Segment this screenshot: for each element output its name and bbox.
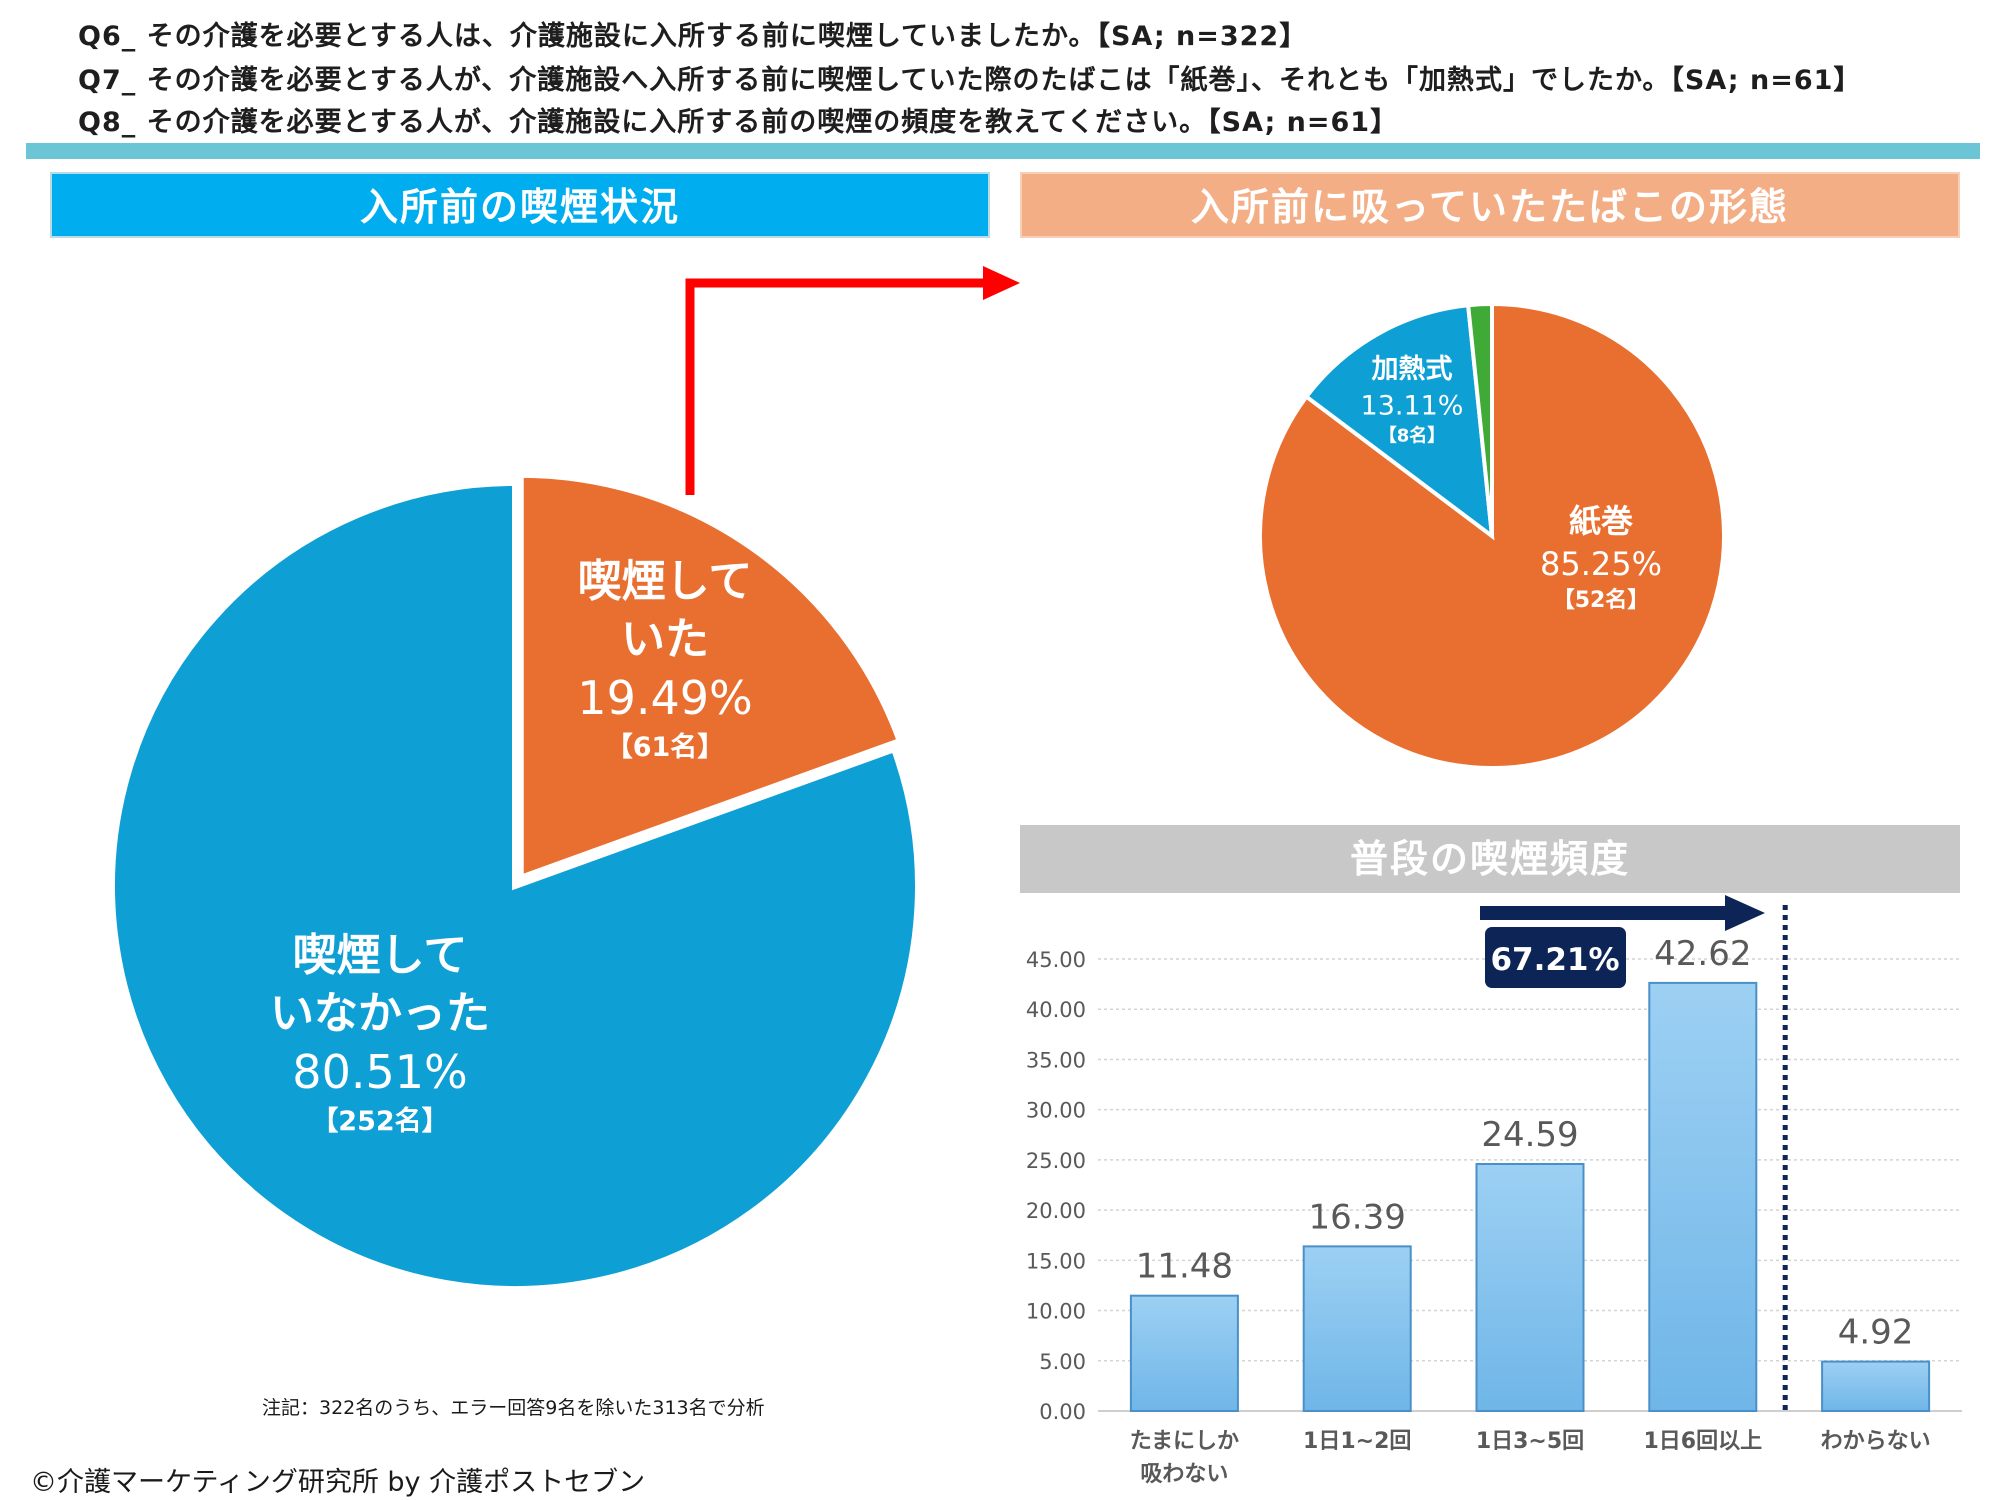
pie2-slice-1 (1303, 303, 1495, 541)
bar-y-tick: 30.00 (1026, 1099, 1086, 1123)
bar-y-tick: 15.00 (1026, 1249, 1086, 1273)
bar-4 (1821, 1360, 1931, 1412)
bar-value-label-1: 16.39 (1309, 1197, 1406, 1237)
bar-y-tick: 40.00 (1026, 998, 1086, 1022)
bar-value-label-2: 24.59 (1481, 1115, 1578, 1155)
bar-value-label-4: 4.92 (1838, 1313, 1914, 1353)
pie2-slice-0 (1258, 301, 1726, 770)
header-smoking-frequency: 普段の喫煙頻度 (1020, 825, 1960, 893)
connector-arrow-head (983, 266, 1020, 300)
pie2-count-0: 【52名】 (1553, 587, 1650, 613)
bar-y-tick: 0.00 (1039, 1400, 1086, 1424)
bar-1 (1302, 1245, 1412, 1413)
bar-y-tick: 25.00 (1026, 1149, 1086, 1173)
bar-y-tick: 35.00 (1026, 1048, 1086, 1072)
pie1-slice-1 (109, 479, 921, 1292)
pie2-label-0: 紙巻 (1569, 502, 1633, 540)
pie1-count-1: 【252名】 (311, 1105, 448, 1137)
bar-chart-frequency: 0.00 5.00 10.00 15.00 20.00 25.00 30.00 35.00 40… (1026, 895, 1962, 1487)
callout-label: 67.21% (1490, 942, 1619, 978)
pie-tobacco-type: 紙巻 85.25% 【52名】 加熱式 13.11% 【8名】 (1258, 301, 1726, 770)
footnote: 注記：322名のうち、エラー回答9名を除いた313名で分析 (262, 1397, 765, 1419)
callout-box (1485, 927, 1626, 988)
question-q6: Q6_ その介護を必要とする人は、介護施設に入所する前に喫煙していましたか。【S… (78, 21, 1308, 52)
top-divider (26, 143, 1980, 159)
pie2-percent-1: 13.11% (1361, 390, 1464, 421)
copyright: ©介護マーケティング研究所 by 介護ポストセブン (30, 1467, 646, 1498)
header-tobacco-type: 入所前に吸っていたたばこの形態 (1020, 172, 1960, 238)
pie1-percent-1: 80.51% (292, 1045, 467, 1099)
bar-category-label-4: わからない (1821, 1429, 1931, 1454)
callout-arrow-head (1725, 895, 1765, 931)
bar-category-label-0: たまにしか (1130, 1429, 1239, 1454)
bar-y-tick: 45.00 (1026, 948, 1086, 972)
bar-category-label-2: 1日3~5回 (1476, 1429, 1584, 1454)
bar-category-label-0: 吸わない (1140, 1462, 1228, 1487)
question-q7: Q7_ その介護を必要とする人が、介護施設へ入所する前に喫煙していた際のたばこは… (78, 65, 1862, 96)
pie1-label-0-0: 喫煙して (578, 556, 753, 607)
header-smoking-status: 入所前の喫煙状況 (50, 172, 990, 238)
bar-value-label-0: 11.48 (1136, 1247, 1233, 1287)
pie1-label-1-0: 喫煙して (293, 930, 468, 981)
pie2-label-1: 加熱式 (1372, 354, 1453, 385)
question-q8: Q8_ その介護を必要とする人が、介護施設に入所する前の喫煙の頻度を教えてくださ… (78, 107, 1399, 138)
bar-category-label-1: 1日1~2回 (1303, 1429, 1411, 1454)
pie1-label-1-1: いなかった (270, 988, 490, 1039)
pie1-count-0: 【61名】 (606, 731, 725, 763)
bar-3 (1648, 981, 1758, 1412)
bar-y-tick: 5.00 (1039, 1350, 1086, 1374)
pie1-slice-0 (517, 471, 904, 883)
pie2-percent-0: 85.25% (1540, 545, 1662, 583)
bar-value-label-3: 42.62 (1654, 934, 1751, 974)
pie1-label-0-1: いた (621, 614, 709, 665)
bar-y-tick: 20.00 (1026, 1199, 1086, 1223)
pie1-percent-0: 19.49% (577, 671, 752, 725)
bar-y-tick: 10.00 (1026, 1300, 1086, 1324)
connector-arrow (685, 278, 990, 495)
bar-0 (1129, 1294, 1239, 1413)
decorations (685, 266, 1020, 495)
pie2-count-1: 【8名】 (1379, 424, 1446, 446)
bar-2 (1475, 1163, 1585, 1412)
pie2-slice-2 (1465, 301, 1494, 537)
bar-category-label-3: 1日6回以上 (1643, 1429, 1762, 1454)
